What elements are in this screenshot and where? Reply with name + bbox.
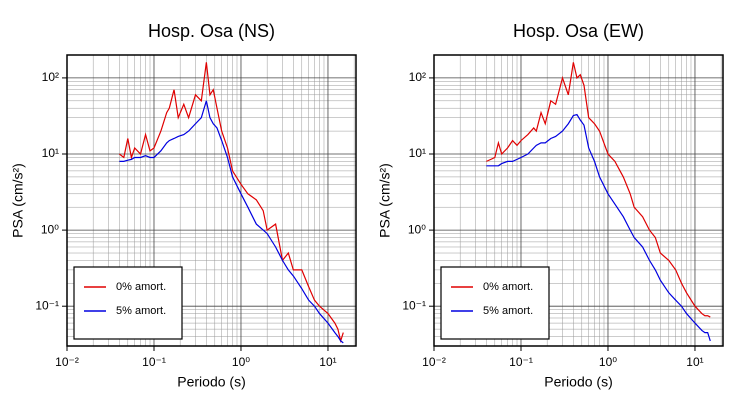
plot-frame	[433, 54, 724, 347]
series-line	[119, 62, 344, 344]
legend-label: 0% amort.	[483, 281, 533, 293]
x-axis-label: Periodo (s)	[544, 374, 612, 390]
y-tick-label: 10¹	[409, 146, 426, 160]
y-tick-label: 10²	[409, 70, 426, 84]
panel: Hosp. Osa (NS) 10⁻² 10⁻¹ 10⁰ 10¹ 10⁻¹ 10⁰ 10¹ 10…	[10, 21, 357, 390]
y-tick-label: 10⁻¹	[402, 298, 426, 312]
x-tick-label: 10⁰	[232, 355, 250, 369]
plot-frame	[66, 54, 357, 347]
x-tick-label: 10¹	[686, 355, 703, 369]
x-tick-label: 10⁻²	[55, 355, 79, 369]
legend-label: 5% amort.	[116, 305, 166, 317]
x-tick-label: 10⁻¹	[142, 355, 166, 369]
y-axis-label: PSA (cm/s²)	[10, 163, 26, 238]
series-line	[486, 62, 711, 318]
panel: Hosp. Osa (EW) 10⁻² 10⁻¹ 10⁰ 10¹ 10⁻¹ 10⁰ 10¹ 10…	[377, 21, 724, 390]
chart-title: Hosp. Osa (NS)	[148, 21, 275, 41]
chart-title: Hosp. Osa (EW)	[513, 21, 644, 41]
x-tick-label: 10⁻¹	[509, 355, 533, 369]
series-line	[119, 100, 344, 344]
y-tick-label: 10¹	[42, 146, 59, 160]
y-tick-label: 10²	[42, 70, 59, 84]
legend-label: 0% amort.	[116, 281, 166, 293]
legend-box	[73, 266, 183, 340]
y-tick-label: 10⁰	[408, 222, 426, 236]
legend-box	[440, 266, 550, 340]
y-tick-label: 10⁻¹	[35, 298, 59, 312]
y-tick-label: 10⁰	[41, 222, 59, 236]
y-axis-label: PSA (cm/s²)	[377, 163, 393, 238]
x-tick-label: 10⁻²	[422, 355, 446, 369]
legend-label: 5% amort.	[483, 305, 533, 317]
x-tick-label: 10¹	[319, 355, 336, 369]
x-axis-label: Periodo (s)	[177, 374, 245, 390]
x-tick-label: 10⁰	[599, 355, 617, 369]
series-line	[486, 113, 711, 342]
